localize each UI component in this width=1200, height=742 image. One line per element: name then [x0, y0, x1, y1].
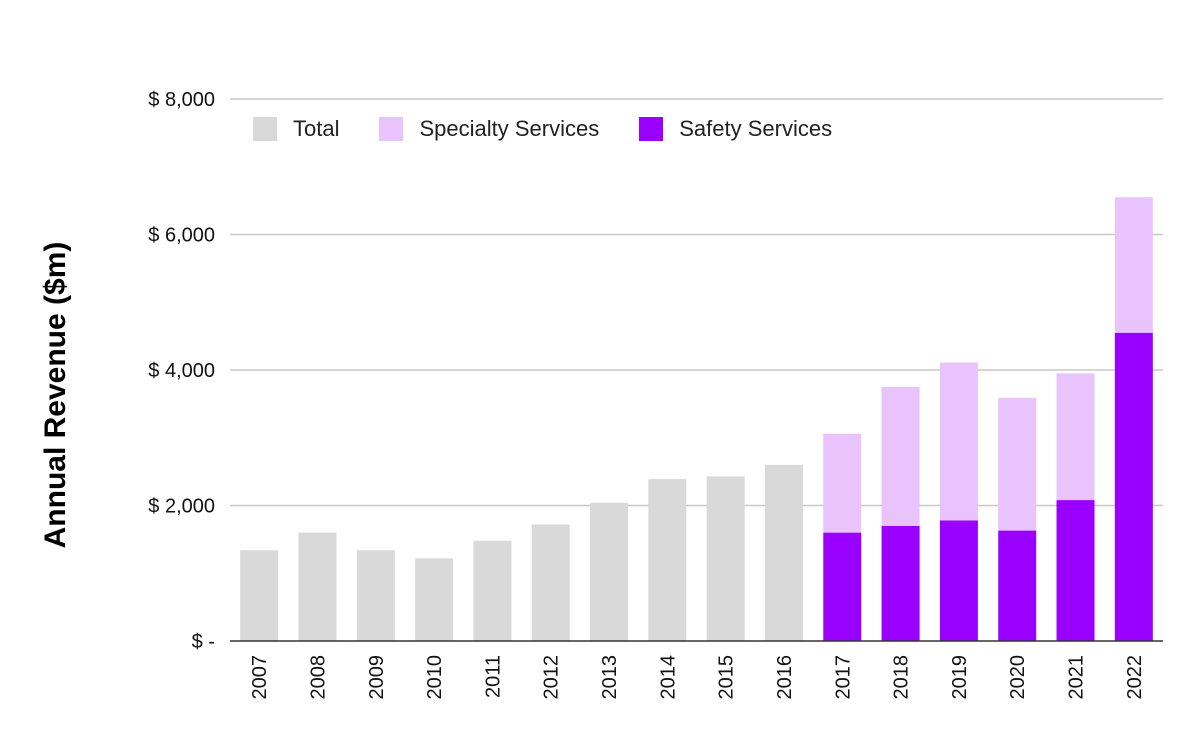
bar-total-2009	[356, 550, 395, 641]
y-axis-label: Annual Revenue ($m)	[39, 241, 72, 549]
x-tick-label: 2014	[657, 655, 679, 700]
bars	[240, 197, 1153, 641]
x-tick-labels: 2007 2008 2009 2010 2011 2012 2013 2014 2015 2016…	[249, 655, 1146, 700]
legend-item-safety-services: Safety Services	[639, 116, 832, 142]
bar-total-2012	[531, 524, 570, 641]
x-tick-label: 2010	[424, 655, 446, 700]
bar-specialty-services-2022	[1114, 197, 1153, 333]
bar-specialty-services-2017	[823, 433, 862, 533]
bar-total-2011	[473, 540, 512, 641]
legend-label-specialty-services: Specialty Services	[419, 116, 600, 141]
bar-specialty-services-2020	[998, 397, 1037, 531]
legend: Total Specialty Services Safety Services	[253, 116, 872, 142]
bar-safety-services-2017	[823, 532, 862, 641]
y-tick-label: $ -	[192, 631, 215, 653]
y-tick-label: $ 8,000	[148, 89, 215, 111]
bar-total-2008	[298, 532, 337, 641]
x-tick-label: 2020	[1007, 655, 1029, 700]
y-tick-label: $ 2,000	[148, 496, 215, 518]
x-tick-label: 2021	[1066, 655, 1088, 700]
bar-total-2013	[590, 502, 629, 641]
x-tick-label: 2016	[774, 655, 796, 700]
legend-item-total: Total	[253, 116, 339, 142]
legend-swatch-specialty-services	[379, 117, 404, 141]
x-tick-label: 2012	[541, 655, 563, 700]
bar-safety-services-2020	[998, 530, 1037, 641]
bar-safety-services-2021	[1056, 500, 1095, 641]
bar-safety-services-2022	[1114, 332, 1153, 641]
bar-total-2014	[648, 479, 687, 641]
bar-total-2016	[764, 464, 803, 641]
x-tick-label: 2008	[307, 655, 329, 700]
x-tick-label: 2018	[891, 655, 913, 700]
y-tick-labels: $ - $ 2,000 $ 4,000 $ 6,000 $ 8,000	[148, 89, 215, 653]
x-tick-label: 2007	[249, 655, 271, 700]
x-tick-label: 2017	[832, 655, 854, 700]
x-tick-label: 2015	[716, 655, 738, 700]
legend-swatch-total	[253, 117, 277, 141]
bar-safety-services-2019	[939, 520, 978, 641]
x-tick-label: 2009	[366, 655, 388, 700]
legend-swatch-safety-services	[639, 117, 664, 141]
y-tick-label: $ 6,000	[148, 225, 215, 247]
x-tick-label: 2013	[599, 655, 621, 700]
bar-total-2015	[706, 476, 745, 641]
legend-label-total: Total	[293, 116, 340, 141]
bar-total-2007	[240, 550, 279, 641]
legend-label-safety-services: Safety Services	[679, 116, 833, 141]
x-tick-label: 2011	[482, 655, 504, 698]
y-tick-label: $ 4,000	[148, 360, 215, 382]
legend-item-specialty-services: Specialty Services	[379, 116, 599, 142]
bar-specialty-services-2019	[939, 362, 978, 521]
x-tick-label: 2019	[949, 655, 971, 700]
bar-total-2010	[415, 558, 454, 641]
bar-specialty-services-2018	[881, 386, 920, 526]
x-tick-label: 2022	[1124, 655, 1146, 700]
bar-safety-services-2018	[881, 525, 920, 641]
bar-specialty-services-2021	[1056, 373, 1095, 501]
